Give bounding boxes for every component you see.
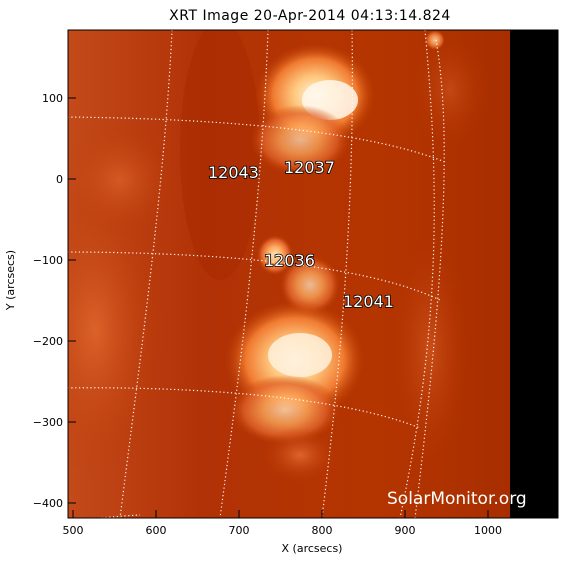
active-region-12036-emission (257, 235, 293, 275)
y-tick-label: −300 (33, 416, 63, 429)
region-label-12037: 12037 (284, 158, 335, 177)
x-tick-label: 1000 (474, 524, 502, 537)
heliographic-grid (68, 30, 446, 518)
x-axis-label: X (arcsecs) (282, 542, 343, 555)
dark-channel (180, 30, 260, 280)
y-tick-label: −400 (33, 497, 63, 510)
grid-latitude-line (68, 116, 446, 163)
y-tick-label: −200 (33, 335, 63, 348)
x-tick-label: 800 (312, 524, 333, 537)
y-axis: 100 0 −100 −200 −300 −400 Y (arcsecs) (4, 92, 76, 510)
y-axis-label: Y (arcsecs) (4, 250, 17, 311)
diffuse-corona-upper-left (68, 120, 180, 240)
grid-latitude-line (68, 251, 441, 301)
solar-disk-image (68, 30, 558, 518)
diffuse-corona-left (68, 180, 165, 480)
active-region-south-core (268, 333, 332, 377)
off-limb-space (510, 30, 558, 518)
loop-arcade-south (260, 427, 340, 483)
active-region-12037-loops (250, 105, 350, 175)
image-title: XRT Image 20-Apr-2014 04:13:14.824 (169, 8, 451, 24)
bright-point-top (425, 30, 445, 50)
x-tick-label: 900 (395, 524, 416, 537)
active-region-south-loops (230, 375, 340, 445)
grid-longitude-line (399, 30, 435, 518)
active-region-labels: 12043 12037 12036 12041 (207, 157, 395, 312)
y-tick-label: 0 (56, 173, 63, 186)
x-tick-label: 500 (63, 524, 84, 537)
x-axis: 500 600 700 800 900 1000 X (arcsecs) (63, 510, 502, 555)
region-label-12043: 12043 (208, 163, 259, 182)
plot-frame (67, 29, 559, 519)
solarmonitor-watermark: SolarMonitor.org (387, 489, 527, 509)
x-tick-label: 700 (229, 524, 250, 537)
diffuse-corona-upper-right (410, 30, 490, 150)
y-tick-label: −100 (33, 254, 63, 267)
region-label-12036: 12036 (264, 251, 315, 270)
grid-longitude-line (321, 30, 353, 518)
x-tick-label: 600 (146, 524, 167, 537)
grid-limb-line (414, 39, 445, 518)
y-tick-label: 100 (42, 92, 63, 105)
diffuse-corona-limb (390, 230, 470, 470)
region-label-12041: 12041 (343, 292, 394, 311)
